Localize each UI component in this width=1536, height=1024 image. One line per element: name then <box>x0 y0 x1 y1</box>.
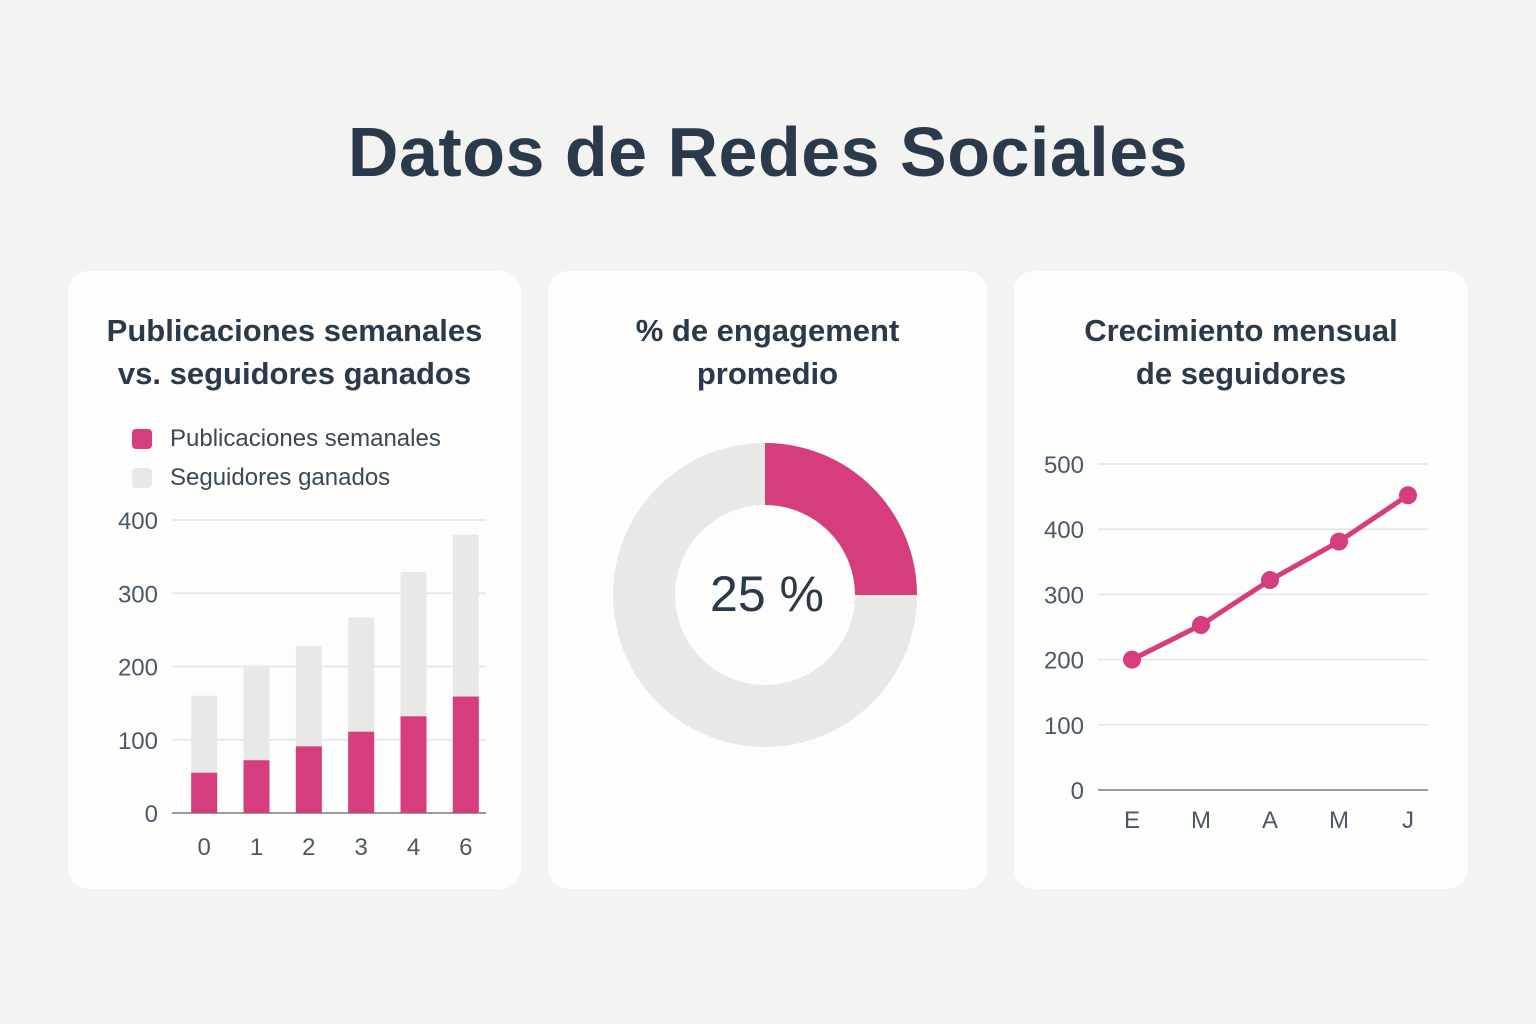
donut-chart-card: % de engagement promedio 25 % <box>548 271 987 889</box>
x-tick-label: M <box>1191 807 1211 834</box>
y-tick-label: 500 <box>1044 452 1084 479</box>
donut-chart-title-line: % de engagement <box>635 313 900 348</box>
y-tick-label: 300 <box>118 581 158 608</box>
bar-chart-title: Publicaciones semanales vs. seguidores g… <box>68 309 521 395</box>
data-point <box>1123 650 1141 669</box>
bar-chart-title-line: Publicaciones semanales <box>106 313 483 348</box>
y-tick-label: 100 <box>1044 713 1084 740</box>
line-chart-title-line: Crecimiento mensual <box>1084 313 1398 348</box>
line-chart: 0 100 200 300 400 500 E M A M J <box>1044 452 1428 834</box>
y-tick-label: 300 <box>1044 582 1084 609</box>
y-tick-label: 400 <box>118 508 158 535</box>
donut-engagement-slice <box>764 443 917 596</box>
legend-item-followers: Seguidores ganados <box>132 458 441 497</box>
x-tick-label: 6 <box>459 834 472 861</box>
bar-posts <box>348 731 375 813</box>
x-tick-label: 0 <box>197 834 210 861</box>
x-tick-label: E <box>1124 807 1140 834</box>
bar-chart-legend: Publicaciones semanales Seguidores ganad… <box>132 419 441 497</box>
y-tick-label: 400 <box>1044 517 1084 544</box>
line-chart-card: Crecimiento mensual de seguidores 0 100 20… <box>1014 271 1468 889</box>
bar-chart: 0 100 200 300 400 0 1 2 3 4 6 <box>118 508 486 861</box>
line-chart-title: Crecimiento mensual de seguidores <box>1014 309 1468 395</box>
legend-label-followers: Seguidores ganados <box>170 463 391 491</box>
bar-posts <box>400 716 427 813</box>
bar-posts <box>191 772 218 813</box>
x-tick-label: 3 <box>354 834 367 861</box>
bar-chart-title-line: vs. seguidores ganados <box>117 356 472 391</box>
x-tick-label: 2 <box>302 834 315 861</box>
bar-posts <box>452 696 479 813</box>
y-tick-label: 200 <box>118 655 158 682</box>
y-tick-label: 100 <box>118 728 158 755</box>
y-tick-label: 0 <box>1071 778 1084 805</box>
legend-swatch-posts <box>132 428 152 449</box>
donut-chart-title-line: promedio <box>696 356 839 391</box>
bar-posts <box>295 746 322 813</box>
data-point <box>1192 616 1210 635</box>
donut-chart-title: % de engagement promedio <box>548 309 987 395</box>
legend-swatch-followers <box>132 467 152 488</box>
x-tick-label: A <box>1262 807 1278 834</box>
data-point <box>1330 532 1348 551</box>
x-tick-label: M <box>1329 807 1349 834</box>
bar-posts <box>243 760 270 813</box>
data-point <box>1399 486 1417 505</box>
x-tick-label: 4 <box>407 834 420 861</box>
data-point <box>1261 571 1279 590</box>
y-tick-label: 0 <box>145 801 158 828</box>
donut-chart: 25 % <box>613 443 917 747</box>
y-tick-label: 200 <box>1044 648 1084 675</box>
donut-center-label: 25 % <box>710 566 824 622</box>
x-tick-label: J <box>1402 807 1414 834</box>
legend-item-posts: Publicaciones semanales <box>132 419 441 458</box>
line-chart-title-line: de seguidores <box>1135 356 1347 391</box>
x-tick-label: 1 <box>250 834 263 861</box>
bar-chart-card: Publicaciones semanales vs. seguidores g… <box>68 271 521 889</box>
page-title: Datos de Redes Sociales <box>347 113 1189 191</box>
legend-label-posts: Publicaciones semanales <box>170 424 441 452</box>
